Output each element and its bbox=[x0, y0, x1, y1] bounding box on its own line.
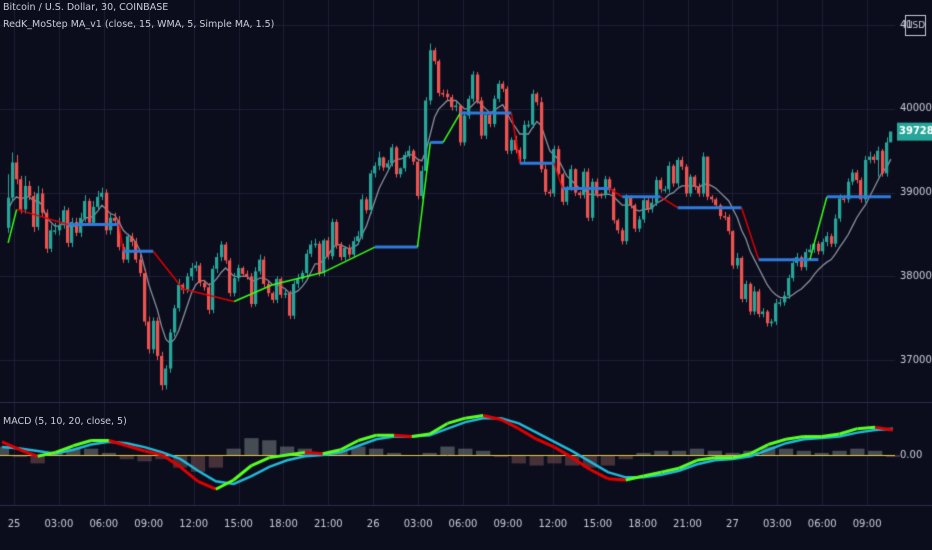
symbol-title: Bitcoin / U.S. Dollar, 30, COINBASE bbox=[3, 2, 169, 13]
macd-legend: MACD (5, 10, 20, close, 5) bbox=[3, 416, 127, 427]
indicator-legend: RedK_MoStep MA_v1 (close, 15, WMA, 5, Si… bbox=[3, 19, 275, 30]
